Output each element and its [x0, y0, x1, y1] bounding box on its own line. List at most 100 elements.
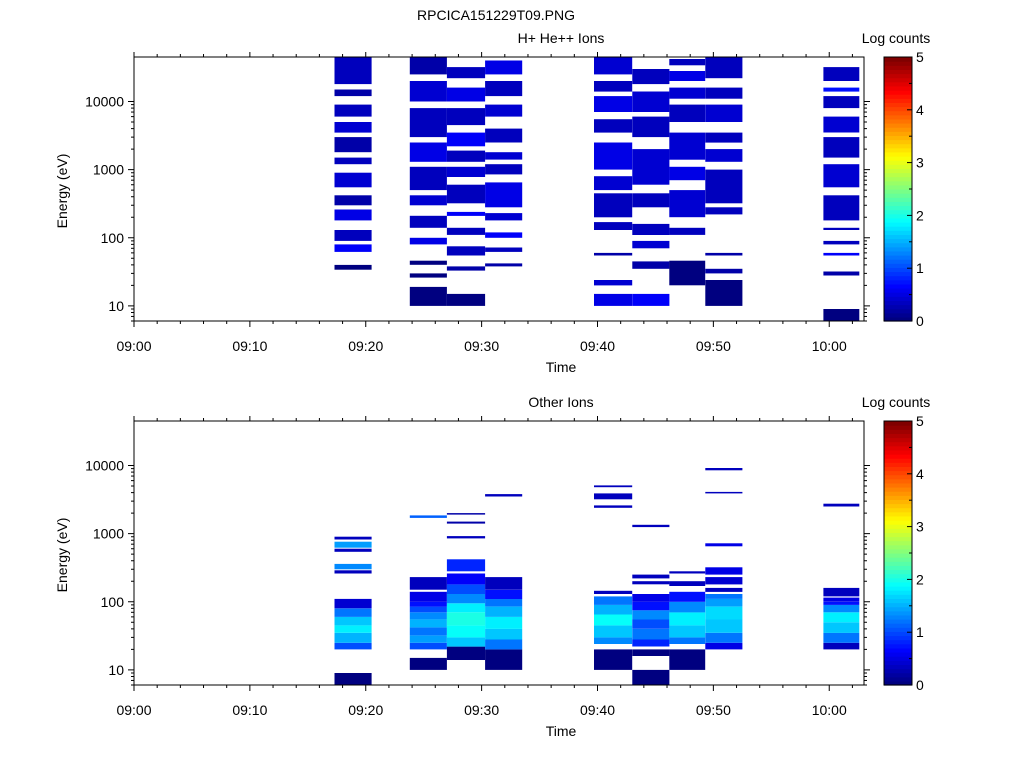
- colorbar-swatch: [884, 57, 912, 62]
- colorbar-swatch: [884, 441, 912, 447]
- colorbar-swatch: [884, 102, 912, 108]
- spectrogram-cell: [334, 673, 372, 685]
- colorbar-swatch: [884, 548, 912, 554]
- colorbar-swatch: [884, 279, 912, 285]
- spectrogram-cell: [705, 587, 743, 592]
- colorbar-swatch: [884, 565, 912, 571]
- colorbar-swatch: [884, 147, 912, 153]
- colorbar-swatch: [884, 602, 912, 608]
- spectrogram-cell: [485, 628, 523, 640]
- colorbar-swatch: [884, 462, 912, 467]
- x-tick-label: 10:00: [812, 702, 847, 718]
- spectrogram-cell: [669, 601, 706, 613]
- spectrogram-cell: [594, 96, 633, 112]
- spectrogram-cell: [823, 601, 860, 605]
- y-axis-label: Energy (eV): [54, 518, 70, 593]
- spectrogram-cell: [823, 227, 860, 230]
- colorbar-tick-label: 1: [916, 260, 924, 276]
- colorbar-swatch: [884, 106, 912, 112]
- colorbar-swatch: [884, 495, 912, 500]
- spectrogram-cell: [632, 240, 670, 249]
- spectrogram-cell: [669, 104, 706, 122]
- colorbar-swatch: [884, 511, 912, 517]
- spectrogram-cell: [446, 266, 486, 271]
- spectrogram-cell: [594, 637, 633, 644]
- spectrogram-cell: [632, 223, 670, 235]
- colorbar-swatch: [884, 176, 912, 182]
- spectrogram-cell: [705, 598, 743, 607]
- colorbar-swatch: [884, 536, 912, 542]
- spectrogram-cell: [669, 591, 706, 602]
- spectrogram-cell: [594, 493, 633, 500]
- spectrogram-cell: [823, 309, 860, 321]
- spectrogram-cell: [446, 612, 486, 626]
- spectrogram-cell: [334, 563, 372, 570]
- spectrogram-cell: [705, 149, 743, 162]
- colorbar-swatch: [884, 676, 912, 682]
- colorbar-swatch: [884, 296, 912, 301]
- y-tick-label: 10: [108, 298, 124, 314]
- spectrogram-cell: [669, 625, 706, 638]
- colorbar-swatch: [884, 445, 912, 451]
- spectrogram-cell: [485, 606, 523, 617]
- panel-h-he-ions: 09:00 09:10 09:20 09:30 09:40 09:50 10:0010100…: [54, 30, 930, 375]
- spectrogram-cell: [705, 169, 743, 204]
- colorbar-swatch: [884, 246, 912, 252]
- spectrogram-cell: [594, 505, 633, 508]
- colorbar-swatch: [884, 569, 912, 575]
- spectrogram-cell: [632, 149, 670, 185]
- colorbar-swatch: [884, 139, 912, 145]
- colorbar-swatch: [884, 316, 912, 322]
- colorbar-swatch: [884, 81, 912, 87]
- spectrogram-cell: [705, 468, 743, 471]
- colorbar-swatch: [884, 507, 912, 513]
- x-axis-label: Time: [546, 359, 577, 375]
- spectrogram-cell: [485, 639, 523, 650]
- spectrogram-cell: [669, 581, 706, 586]
- spectrogram-cell: [334, 536, 372, 540]
- spectrogram-cell: [823, 87, 860, 92]
- spectrogram-cell: [446, 67, 486, 79]
- spectrogram-cell: [705, 594, 743, 599]
- spectrogram-cell: [705, 606, 743, 620]
- colorbar-swatch: [884, 680, 912, 686]
- spectrogram-cell: [409, 260, 447, 265]
- colorbar-swatch: [884, 288, 912, 293]
- colorbar-swatch: [884, 561, 912, 566]
- colorbar-swatch: [884, 499, 912, 505]
- colorbar-swatch: [884, 189, 912, 194]
- colorbar-swatch: [884, 647, 912, 653]
- colorbar-swatch: [884, 458, 912, 463]
- spectrogram-cell: [823, 642, 860, 650]
- colorbar-swatch: [884, 300, 912, 306]
- spectrogram-cell: [823, 240, 860, 245]
- spectrogram-cell: [334, 598, 372, 609]
- spectrogram-cell: [632, 91, 670, 112]
- colorbar-swatch: [884, 77, 912, 83]
- colorbar-swatch: [884, 573, 912, 579]
- spectrogram-cell: [669, 637, 706, 644]
- colorbar-swatch: [884, 449, 912, 455]
- colorbar-swatch: [884, 482, 912, 488]
- y-tick-label: 10: [108, 662, 124, 678]
- spectrogram-cell: [409, 619, 447, 628]
- colorbar-swatch: [884, 209, 912, 215]
- colorbar-swatch: [884, 135, 912, 141]
- spectrogram-cell: [409, 612, 447, 620]
- colorbar-swatch: [884, 312, 912, 318]
- spectrogram-cell: [334, 244, 372, 252]
- spectrogram-cell: [485, 104, 523, 117]
- spectrogram-cell: [485, 598, 523, 607]
- spectrogram-cell: [823, 597, 860, 602]
- spectrogram-cell: [669, 132, 706, 160]
- spectrogram-cell: [446, 536, 486, 539]
- colorbar-swatch: [884, 217, 912, 223]
- colorbar-tick-label: 4: [916, 102, 924, 118]
- spectrogram-cell: [632, 628, 670, 640]
- colorbar-swatch: [884, 586, 912, 591]
- spectrogram-cell: [823, 271, 860, 276]
- spectrogram-cell: [669, 190, 706, 218]
- spectrogram-cell: [409, 195, 447, 206]
- spectrogram-cell: [705, 567, 743, 575]
- colorbar-swatch: [884, 437, 912, 443]
